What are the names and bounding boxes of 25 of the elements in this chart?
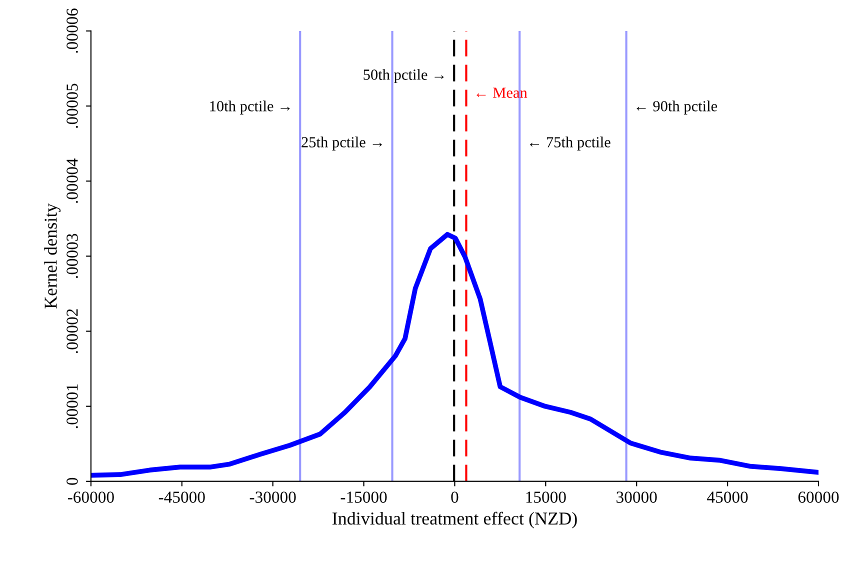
- ref-line-label: ← Mean: [476, 88, 528, 98]
- ref-line-label: ← 90th pctile: [636, 100, 718, 114]
- ref-line-label: 50th pctile →: [364, 69, 444, 83]
- x-tick-label: 0: [451, 492, 458, 503]
- y-tick-label: .00003: [66, 234, 78, 278]
- ref-line-label: 25th pctile →: [302, 136, 382, 150]
- x-tick-label: -15000: [340, 492, 387, 503]
- y-tick-label: .00001: [66, 384, 78, 428]
- x-tick-label: 45000: [707, 492, 748, 503]
- x-tick-label: 15000: [526, 492, 566, 503]
- x-axis-title: Individual treatment effect (NZD): [332, 512, 577, 528]
- y-axis-title: Kernel density: [44, 203, 61, 309]
- x-tick-label: 30000: [616, 492, 657, 503]
- x-tick-label: -60000: [68, 492, 114, 503]
- y-tick-label: .00005: [66, 84, 78, 128]
- y-tick-label: .00002: [66, 309, 78, 354]
- x-tick-label: 60000: [798, 492, 839, 503]
- ref-line-label: ← 75th pctile: [530, 136, 610, 150]
- x-tick-label: -30000: [250, 492, 296, 503]
- ref-line-label: 10th pctile →: [210, 100, 290, 114]
- y-tick-label: .00004: [66, 158, 78, 203]
- y-tick-label: .00006: [66, 8, 78, 53]
- x-tick-label: -45000: [158, 492, 205, 503]
- line-series: [90, 232, 819, 478]
- y-tick-label: 0: [66, 478, 78, 485]
